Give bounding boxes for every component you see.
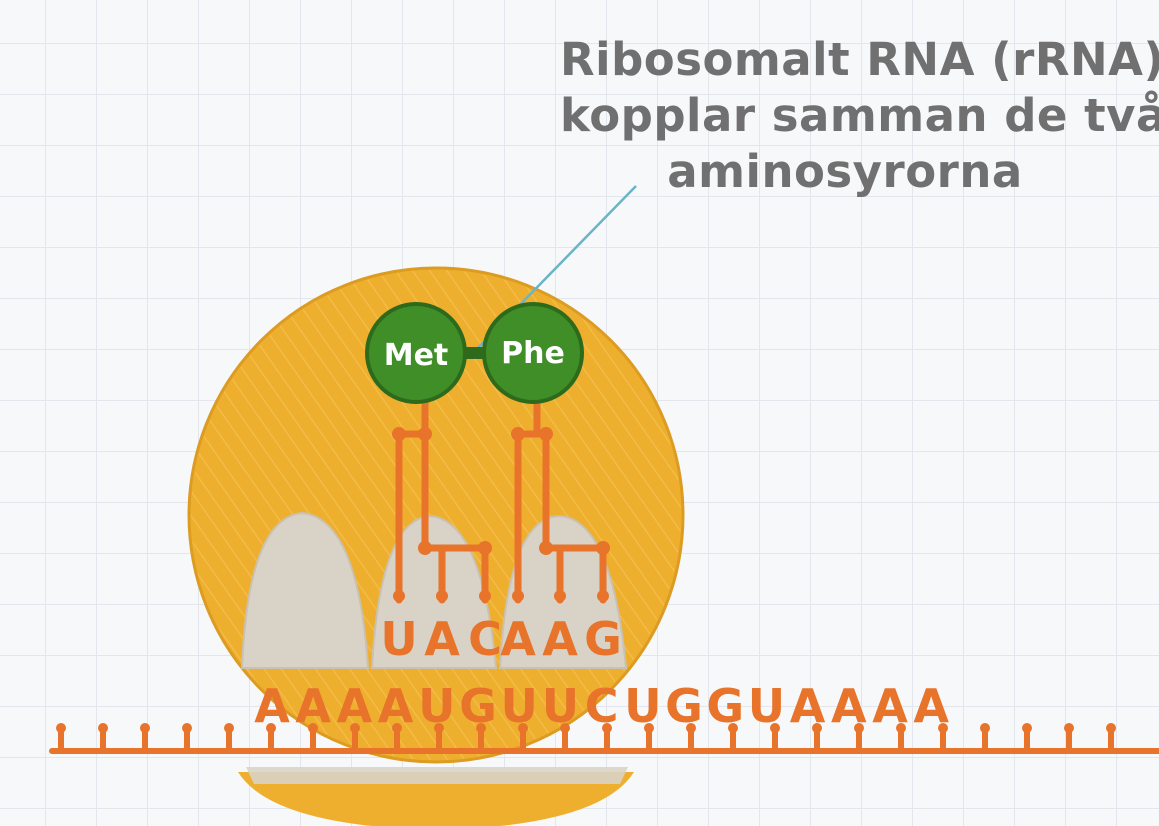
mrna-tick-head — [644, 723, 654, 733]
caption-line: kopplar samman de två — [560, 89, 1159, 142]
anticodon-base: G — [584, 612, 622, 666]
mrna-tick-head — [980, 723, 990, 733]
anticodon-base: A — [424, 612, 460, 666]
mrna-base: U — [542, 679, 579, 733]
mrna-tick-head — [770, 723, 780, 733]
mrna-tick-head — [812, 723, 822, 733]
mrna-tick-head — [392, 723, 402, 733]
mrna-base: C — [585, 679, 619, 733]
mrna-tick-head — [728, 723, 738, 733]
caption-line: aminosyrorna — [667, 145, 1023, 198]
mrna-tick-head — [98, 723, 108, 733]
mrna-tick-head — [434, 723, 444, 733]
mrna-tick-head — [686, 723, 696, 733]
amino-acid-phe — [482, 302, 584, 404]
mrna-base: G — [665, 679, 703, 733]
ribosome-small-subunit — [238, 772, 634, 826]
ribosome-p-site — [370, 514, 498, 669]
mrna-tick-head — [182, 723, 192, 733]
mrna-tick-head — [266, 723, 276, 733]
mrna-tick-head — [602, 723, 612, 733]
mrna-base: A — [913, 679, 949, 733]
amino-acid-met — [365, 302, 467, 404]
mrna-base: A — [337, 679, 373, 733]
anticodon-base: A — [542, 612, 578, 666]
mrna-base: A — [790, 679, 826, 733]
mrna-tick-head — [518, 723, 528, 733]
anticodon-base: U — [380, 612, 417, 666]
caption-line: Ribosomalt RNA (rRNA) — [560, 33, 1159, 86]
mrna-tick-head — [854, 723, 864, 733]
amino-acid-phe-label: Phe — [501, 336, 565, 371]
mrna-base: U — [501, 679, 538, 733]
mrna-base: U — [418, 679, 455, 733]
mrna-base: G — [459, 679, 497, 733]
mrna-tick-head — [350, 723, 360, 733]
mrna-tick-head — [140, 723, 150, 733]
mrna-tick-head — [938, 723, 948, 733]
mrna-base: A — [254, 679, 290, 733]
mrna-tick-head — [896, 723, 906, 733]
anticodon-base: C — [468, 612, 502, 666]
mrna-tick-head — [560, 723, 570, 733]
mrna-tick-head — [476, 723, 486, 733]
mrna-ticks — [56, 723, 1116, 754]
trna-met-joints — [392, 427, 492, 602]
mrna-base: U — [624, 679, 661, 733]
amino-acid-met-label: Met — [384, 338, 449, 373]
annotation-caption: Ribosomalt RNA (rRNA) kopplar samman de … — [560, 32, 1159, 200]
mrna-base: A — [831, 679, 867, 733]
mrna-base: A — [872, 679, 908, 733]
mrna-tick-head — [1022, 723, 1032, 733]
mrna-base: G — [706, 679, 744, 733]
mrna-base: U — [748, 679, 785, 733]
mrna-tick-head — [1064, 723, 1074, 733]
mrna-tick-head — [224, 723, 234, 733]
ribosome-small-subunit-band — [246, 767, 628, 784]
mrna-base: A — [295, 679, 331, 733]
mrna-tick-head — [308, 723, 318, 733]
trna-phe — [514, 394, 607, 604]
ribosome-e-site — [240, 511, 370, 669]
mrna-tick-head — [56, 723, 66, 733]
mrna-base: A — [378, 679, 414, 733]
mrna-tick-head — [1106, 723, 1116, 733]
anticodon-base: A — [500, 612, 536, 666]
